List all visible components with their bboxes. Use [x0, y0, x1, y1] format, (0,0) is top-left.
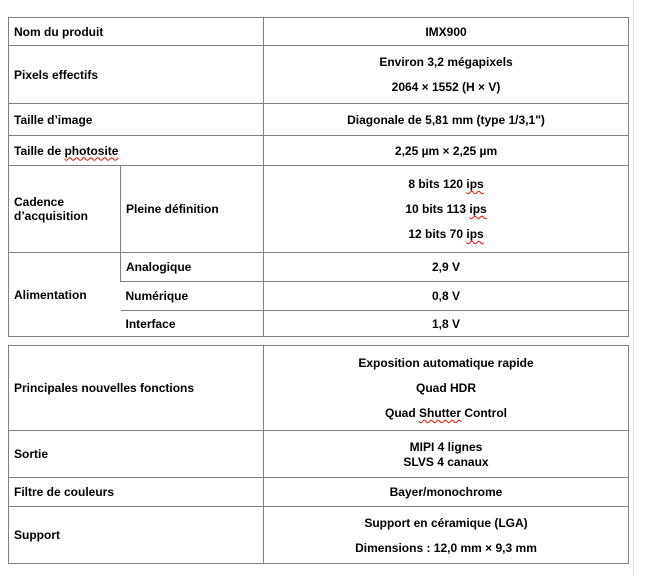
misspelled-word: ips: [466, 177, 484, 191]
effective-pixels-value: Environ 3,2 mégapixels 2064 × 1552 (H × …: [263, 45, 630, 104]
product-name-label: Nom du produit: [7, 17, 265, 46]
package-lines: Support en céramique (LGA) Dimensions : …: [268, 516, 624, 555]
misspelled-word: Shutter: [419, 406, 461, 420]
power-digital-sublabel: Numérique: [120, 281, 265, 311]
new-functions-lines: Exposition automatique rapide Quad HDR Q…: [268, 356, 624, 420]
row-effective-pixels: Pixels effectifs Environ 3,2 mégapixels …: [7, 45, 630, 104]
frame-rate-line-2: 10 bits 113 ips: [405, 202, 486, 216]
frame-rate-values: 8 bits 120 ips 10 bits 113 ips 12 bits 7…: [263, 165, 630, 253]
misspelled-word: photosite: [64, 143, 119, 158]
spec-table-top: Nom du produit IMX900 Pixels effectifs E…: [7, 17, 630, 337]
text-segment: 10 bits 113: [405, 202, 470, 216]
photosite-size-value: 2,25 µm × 2,25 µm: [263, 135, 630, 166]
package-label: Support: [8, 506, 264, 564]
effective-pixels-line-2: 2064 × 1552 (H × V): [391, 80, 501, 94]
output-label: Sortie: [8, 430, 264, 478]
row-color-filter: Filtre de couleurs Bayer/monochrome: [8, 477, 629, 507]
misspelled-word: ips: [469, 202, 487, 216]
row-photosite-size: Taille de photosite 2,25 µm × 2,25 µm: [7, 135, 630, 166]
row-power-analog: Alimentation Analogique 2,9 V: [8, 252, 630, 337]
new-functions-value: Exposition automatique rapide Quad HDR Q…: [263, 345, 629, 431]
power-analog-sublabel: Analogique: [119, 252, 265, 282]
power-analog-value: 2,9 V: [263, 252, 630, 282]
row-image-size: Taille d’image Diagonale de 5,81 mm (typ…: [7, 103, 630, 136]
photosite-size-label: Taille de photosite: [7, 135, 265, 166]
row-product-name: Nom du produit IMX900: [7, 17, 630, 46]
text-segment: Exposition automatique rapide: [358, 356, 534, 370]
product-name-value: IMX900: [263, 17, 630, 46]
package-value: Support en céramique (LGA) Dimensions : …: [263, 506, 629, 564]
row-frame-rate: Cadence d’acquisition Pleine définition …: [8, 165, 630, 253]
new-functions-line-2: Quad HDR: [416, 381, 476, 395]
row-package: Support Support en céramique (LGA) Dimen…: [8, 506, 629, 564]
new-functions-line-1: Exposition automatique rapide: [358, 356, 533, 370]
text-segment: Quad HDR: [416, 381, 476, 395]
frame-rate-line-3: 12 bits 70 ips: [408, 227, 483, 241]
new-functions-line-3: Quad Shutter Control: [385, 406, 507, 420]
text-segment: Taille de: [14, 143, 65, 158]
row-power-interface: Interface 1,8 V: [9, 310, 630, 337]
text-segment: 12 bits 70: [408, 227, 467, 241]
frame-rate-line-1: 8 bits 120 ips: [408, 177, 483, 191]
new-functions-label: Principales nouvelles fonctions: [8, 345, 264, 431]
output-lines: MIPI 4 lignes SLVS 4 canaux: [268, 440, 624, 469]
text-segment: 8 bits 120: [408, 177, 467, 191]
effective-pixels-label: Pixels effectifs: [7, 45, 265, 104]
output-value: MIPI 4 lignes SLVS 4 canaux: [263, 430, 629, 478]
effective-pixels-lines: Environ 3,2 mégapixels 2064 × 1552 (H × …: [268, 55, 624, 94]
image-size-label: Taille d’image: [7, 103, 265, 136]
misspelled-word: ips: [466, 227, 484, 241]
power-supply-label: Alimentation: [8, 252, 121, 337]
power-interface-value: 1,8 V: [263, 310, 630, 337]
row-new-functions: Principales nouvelles fonctions Expositi…: [8, 345, 629, 431]
page-edge-line: [633, 0, 634, 576]
text-segment: Quad: [384, 406, 419, 420]
frame-rate-label: Cadence d’acquisition: [8, 165, 121, 253]
row-power-digital: Numérique 0,8 V: [9, 281, 630, 311]
frame-rate-sublabel: Pleine définition: [119, 165, 265, 253]
output-line-1: MIPI 4 lignes: [409, 439, 483, 454]
power-interface-sublabel: Interface: [120, 310, 265, 337]
output-line-2: SLVS 4 canaux: [403, 454, 489, 469]
color-filter-value: Bayer/monochrome: [263, 477, 629, 507]
effective-pixels-line-1: Environ 3,2 mégapixels: [379, 55, 513, 69]
package-line-2: Dimensions : 12,0 mm × 9,3 mm: [355, 540, 537, 555]
color-filter-label: Filtre de couleurs: [8, 477, 264, 507]
image-size-value: Diagonale de 5,81 mm (type 1/3,1"): [263, 103, 630, 136]
spec-table-bottom: Principales nouvelles fonctions Expositi…: [8, 345, 629, 564]
package-line-1: Support en céramique (LGA): [364, 515, 528, 530]
power-digital-value: 0,8 V: [263, 281, 630, 311]
frame-rate-lines: 8 bits 120 ips 10 bits 113 ips 12 bits 7…: [268, 177, 624, 241]
text-segment: Control: [461, 406, 507, 420]
row-output: Sortie MIPI 4 lignes SLVS 4 canaux: [8, 430, 629, 478]
